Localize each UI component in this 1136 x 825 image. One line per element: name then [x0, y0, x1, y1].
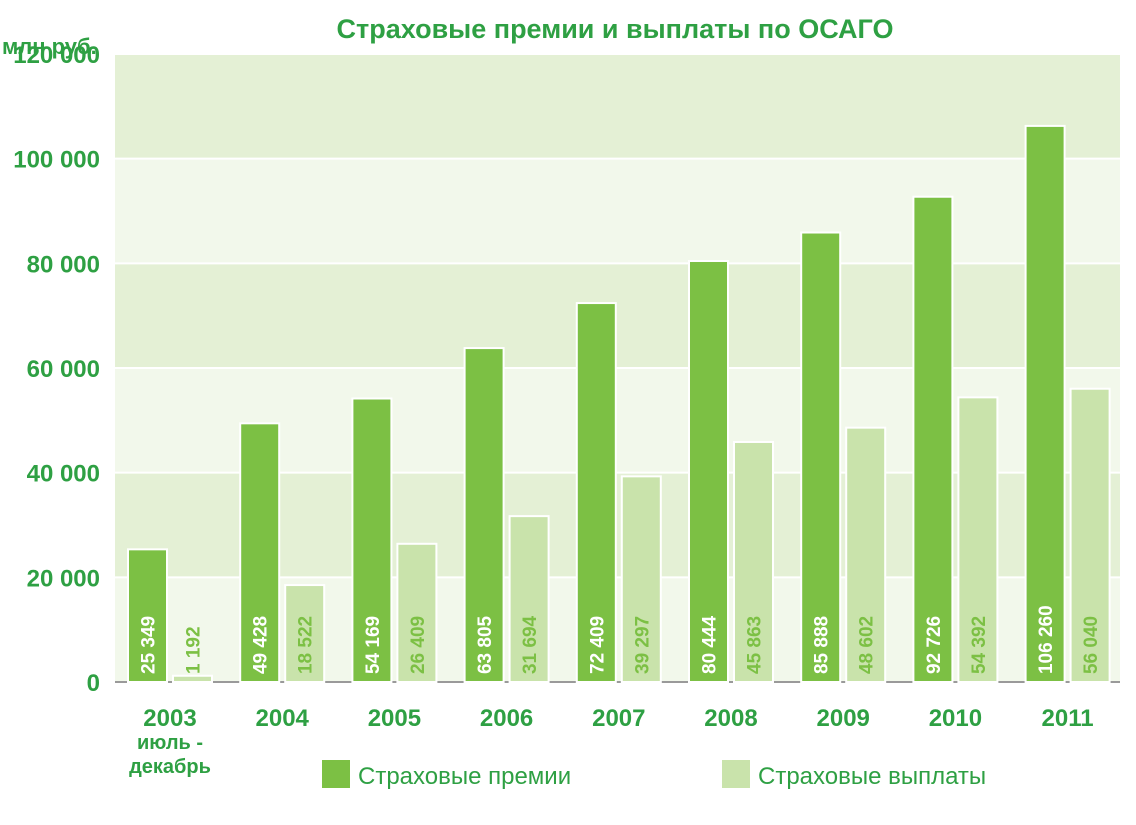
data-label-payout: 45 863	[745, 616, 766, 674]
chart-title: Страховые премии и выплаты по ОСАГО	[337, 14, 894, 44]
x-tick-label: 2003	[143, 705, 196, 732]
bar-premium	[800, 231, 842, 683]
bars: 25 349 1 192 49 428 18 522 54 169 26 409 63 80…	[127, 124, 1111, 684]
data-label-premium: 72 409	[587, 616, 608, 674]
y-tick-label: 80 000	[27, 251, 100, 278]
legend-swatch-premium	[322, 760, 350, 788]
x-tick-label: 2010	[929, 705, 982, 732]
bar-payout	[172, 674, 213, 683]
data-label-payout: 1 192	[184, 626, 205, 674]
x-tick-label: 2004	[256, 705, 310, 732]
data-label-payout: 39 297	[632, 616, 653, 674]
bar-premium	[239, 422, 281, 683]
x-tick-label: 2009	[817, 705, 870, 732]
bar-premium	[575, 302, 617, 683]
legend-label-premium: Страховые премии	[358, 763, 571, 790]
bar-payout	[620, 475, 662, 683]
x-tick-label: 2005	[368, 705, 421, 732]
bar-premium	[351, 397, 393, 683]
x-tick-label: 2007	[592, 705, 645, 732]
bar-payout	[508, 515, 550, 683]
data-label-premium: 54 169	[363, 616, 384, 674]
data-label-premium: 92 726	[924, 616, 945, 674]
bar-premium	[688, 260, 729, 683]
x-tick-sublabel: июль -	[137, 732, 203, 754]
data-label-premium: 80 444	[700, 615, 721, 674]
bar-payout	[1069, 387, 1111, 683]
legend-swatch-payout	[722, 760, 750, 788]
y-axis-ticks: 0 20 000 40 000 60 000 80 000 100 000 120 000	[13, 42, 100, 697]
bar-payout	[284, 584, 326, 683]
y-axis-unit: млн руб.	[2, 34, 97, 59]
data-label-payout: 26 409	[408, 616, 429, 674]
legend: Страховые премии Страховые выплаты	[322, 760, 986, 790]
data-label-premium: 85 888	[812, 616, 833, 674]
legend-label-payout: Страховые выплаты	[758, 763, 986, 790]
y-tick-label: 20 000	[27, 565, 100, 592]
y-tick-label: 40 000	[27, 461, 100, 488]
bar-premium	[912, 195, 954, 683]
y-tick-label: 60 000	[27, 356, 100, 383]
background-band	[115, 158, 1120, 264]
data-label-payout: 18 522	[296, 616, 317, 674]
x-tick-label: 2011	[1042, 705, 1094, 732]
bar-premium	[463, 347, 505, 683]
data-label-payout: 56 040	[1081, 616, 1102, 674]
y-tick-label: 100 000	[13, 147, 100, 174]
y-tick-label: 0	[87, 670, 100, 697]
data-label-premium: 63 805	[475, 615, 496, 674]
data-label-payout: 31 694	[520, 615, 541, 674]
y-tick-label: 120 000	[13, 42, 100, 69]
bar-payout	[733, 440, 774, 684]
bar-payout	[396, 542, 438, 683]
x-tick-sublabel: декабрь	[129, 756, 211, 778]
background-band	[115, 54, 1120, 159]
x-tick-label: 2006	[480, 705, 533, 732]
x-tick-label: 2008	[704, 705, 757, 732]
bar-premium	[127, 548, 168, 683]
bar-payout	[957, 396, 999, 683]
data-label-premium: 49 428	[251, 616, 272, 674]
background-band	[115, 263, 1120, 368]
x-axis-ticks: 2003 2004 2005 2006 2007 2008 2009 2010 2011 июль…	[129, 705, 1094, 778]
bar-payout	[845, 426, 887, 683]
data-label-payout: 54 392	[969, 616, 990, 674]
bar-premium	[1024, 124, 1066, 683]
data-label-payout: 48 602	[857, 616, 878, 674]
data-label-premium: 106 260	[1036, 605, 1057, 674]
data-label-premium: 25 349	[139, 616, 160, 674]
